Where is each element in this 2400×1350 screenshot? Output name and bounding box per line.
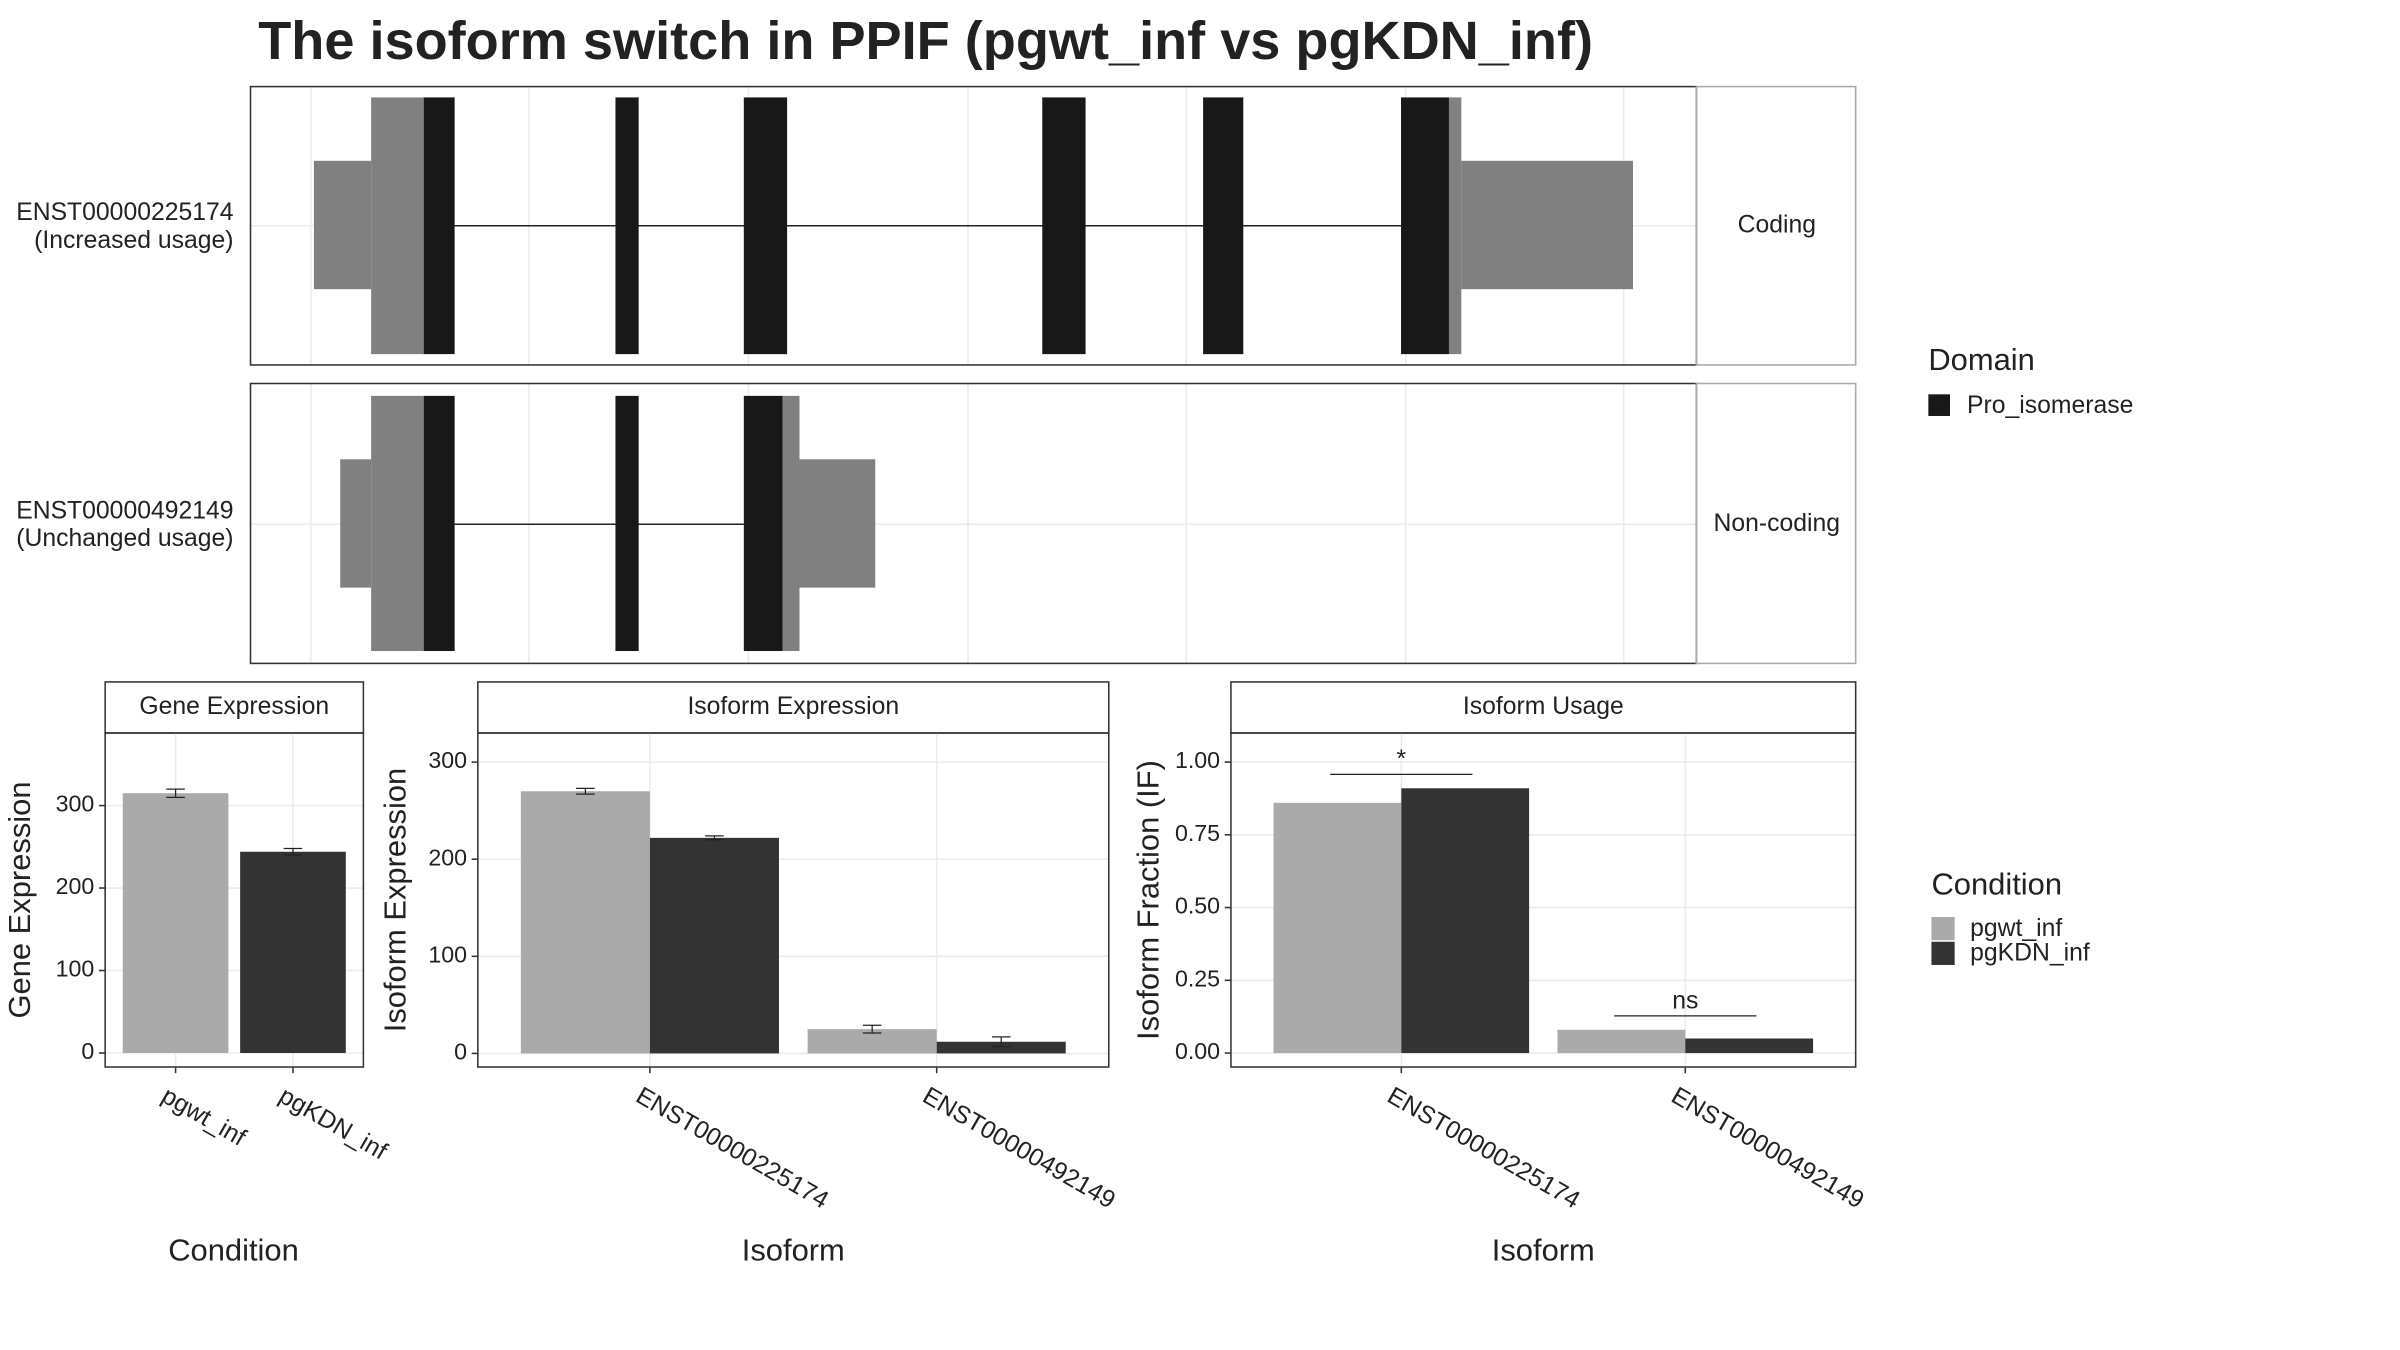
panel-border (477, 732, 1110, 1068)
y-axis-title: Gene Expression (2, 781, 37, 1018)
bar (520, 791, 650, 1054)
strip (1695, 382, 1857, 665)
y-tick-label: 200 (56, 873, 95, 899)
x-tick-label: ENST00000492149 (1667, 1082, 1869, 1214)
transcript-name: ENST00000492149 (16, 497, 233, 524)
figure-title: The isoform switch in PPIF (pgwt_inf vs … (258, 11, 1593, 71)
facet-label: Non-coding (1714, 510, 1841, 537)
transcript-usage: (Increased usage) (34, 227, 233, 254)
x-tick-label: ENST00000225174 (631, 1082, 833, 1214)
transcript-usage: (Unchanged usage) (16, 525, 233, 552)
bar (1273, 802, 1402, 1054)
facet-title: Isoform Usage (1463, 693, 1624, 720)
x-axis-title: Condition (168, 1233, 299, 1268)
y-tick-label: 0.50 (1175, 893, 1220, 919)
y-tick-label: 100 (56, 956, 95, 982)
legend-title: Domain (1928, 342, 2035, 377)
y-tick-label: 0.75 (1175, 820, 1220, 846)
error-bar (283, 847, 303, 856)
y-tick-label: 300 (428, 747, 467, 773)
transcript-name: ENST00000225174 (16, 199, 234, 226)
y-tick-label: 100 (428, 941, 467, 967)
error-bar (705, 835, 724, 841)
y-axis-title: Isoform Expression (378, 768, 413, 1033)
x-tick-label: pgKDN_inf (274, 1082, 391, 1165)
transcript-structure (313, 97, 1633, 652)
bar (122, 793, 229, 1053)
y-axis-title: Isoform Fraction (IF) (1131, 760, 1166, 1040)
bar (1401, 788, 1530, 1054)
y-tick-label: 1.00 (1175, 747, 1220, 773)
x-tick-label: ENST00000492149 (918, 1082, 1120, 1214)
panel-border (104, 732, 365, 1068)
legend-title: Condition (1931, 866, 2062, 901)
bar (240, 851, 346, 1053)
x-tick-label: ENST00000225174 (1383, 1082, 1585, 1214)
y-tick-label: 0 (454, 1039, 467, 1065)
legend-label: pgwt_inf (1970, 915, 2062, 942)
bar (649, 837, 779, 1054)
legend-key (1931, 941, 1955, 965)
x-axis-title: Isoform (742, 1233, 845, 1268)
error-bar (166, 788, 185, 798)
bar (1685, 1038, 1814, 1054)
significance-label: ns (1672, 987, 1698, 1014)
facet-title: Gene Expression (139, 693, 329, 720)
error-bar (862, 1024, 882, 1034)
x-tick-label: pgwt_inf (157, 1082, 250, 1152)
strip (1695, 85, 1857, 366)
strip (477, 681, 1110, 734)
panel-border (1230, 732, 1857, 1068)
legend-key (1928, 394, 1950, 416)
y-tick-label: 0.25 (1175, 965, 1220, 991)
significance-label: * (1396, 746, 1406, 773)
facet-label: Coding (1738, 211, 1816, 238)
error-bar (991, 1036, 1011, 1048)
bar (1557, 1029, 1686, 1054)
strip (104, 681, 365, 734)
transcript-panel: Coding Non-coding ENST00000225174 (Incre… (16, 85, 1857, 665)
legend-label: pgKDN_inf (1970, 940, 2090, 967)
y-tick-label: 300 (56, 791, 95, 817)
bar (936, 1041, 1066, 1054)
y-tick-label: 200 (428, 844, 467, 870)
y-tick-label: 0 (81, 1038, 94, 1064)
legend-key (1931, 917, 1955, 941)
x-axis-title: Isoform (1492, 1233, 1595, 1268)
error-bar (576, 787, 595, 795)
facet-title: Isoform Expression (687, 693, 899, 720)
y-tick-label: 0.00 (1175, 1038, 1220, 1064)
legend-label: Pro_isomerase (1967, 392, 2133, 419)
